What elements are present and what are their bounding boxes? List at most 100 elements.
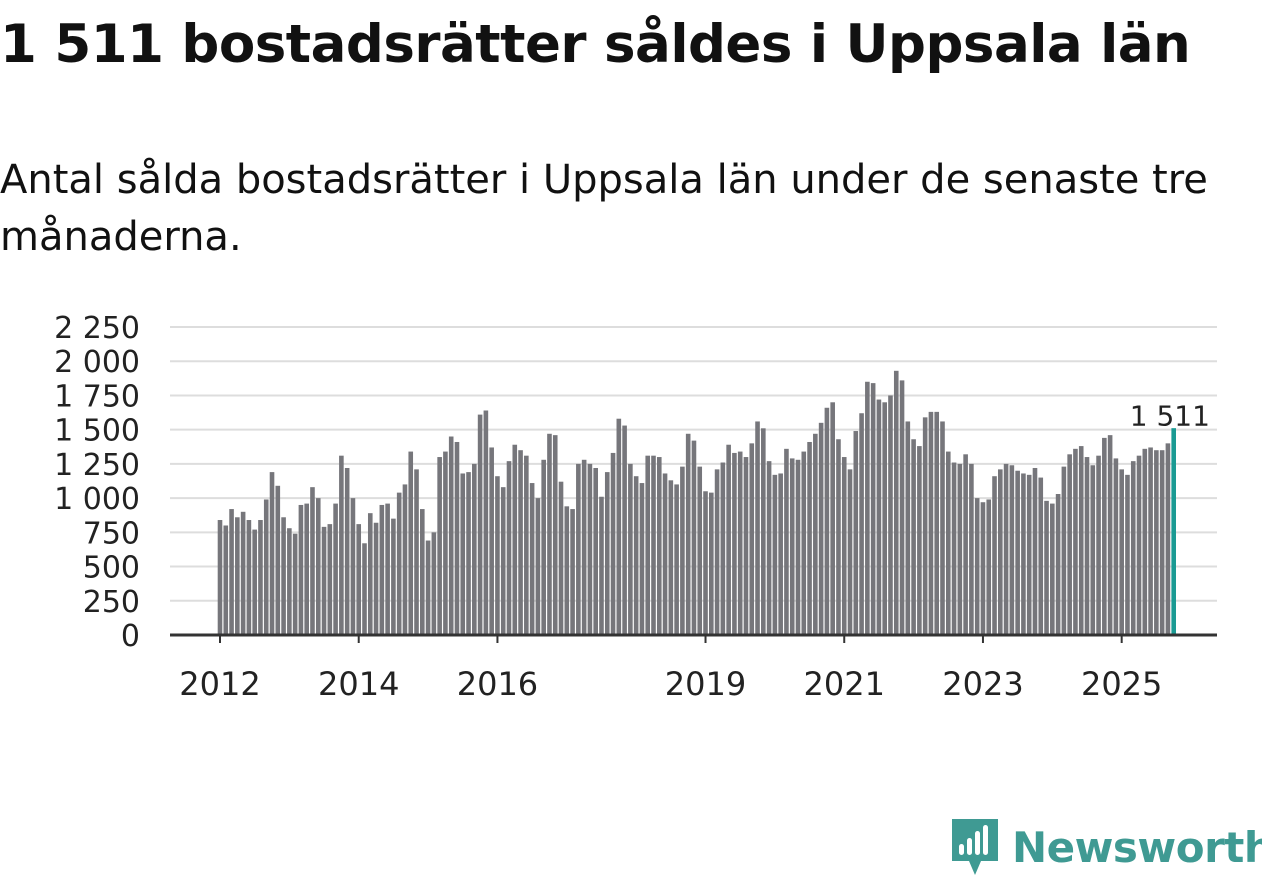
bar [922, 417, 928, 635]
bar [1003, 463, 1009, 635]
bar [1125, 474, 1130, 635]
bar [1159, 450, 1165, 635]
x-tick-label: 2019 [665, 665, 746, 703]
x-tick-label: 2016 [457, 665, 538, 703]
bar [437, 457, 442, 635]
bar [367, 513, 373, 635]
bar [454, 441, 460, 635]
bar [385, 503, 390, 635]
bar [1090, 465, 1096, 635]
newsworthy-logo[interactable]: Newsworthy [950, 817, 1262, 877]
bar [934, 411, 940, 635]
bar [321, 526, 327, 635]
bar [472, 463, 477, 635]
bar [1148, 447, 1153, 635]
bar [957, 463, 963, 635]
bar [697, 466, 703, 635]
bar [500, 487, 506, 635]
bar [645, 455, 651, 635]
bar [1021, 473, 1026, 635]
bar [778, 473, 783, 635]
bar [431, 532, 437, 635]
bar [680, 466, 685, 635]
bar [951, 462, 957, 635]
bar [795, 459, 801, 635]
bar [749, 443, 755, 635]
bar [1096, 455, 1101, 635]
bar [269, 472, 275, 635]
bar [622, 425, 627, 635]
bar [1078, 446, 1084, 635]
bar [633, 476, 639, 635]
bar [945, 451, 951, 635]
last-value-label: 1 511 [1130, 399, 1210, 432]
bar [443, 451, 448, 635]
bar [893, 370, 899, 635]
y-tick-label: 250 [83, 585, 140, 620]
bar [1171, 428, 1176, 635]
bar [339, 455, 344, 635]
bar [240, 511, 246, 635]
bar [570, 509, 575, 635]
x-tick-label: 2012 [179, 665, 260, 703]
bar [564, 506, 570, 635]
bar [477, 414, 483, 635]
bar [876, 399, 882, 635]
bar [714, 469, 720, 635]
bar [662, 473, 668, 635]
bar [263, 499, 269, 635]
bar [576, 463, 581, 635]
bar [703, 491, 708, 635]
bar [379, 504, 385, 635]
bar [691, 440, 697, 635]
y-tick-label: 500 [83, 551, 140, 586]
bar [356, 524, 362, 635]
bar [604, 472, 610, 635]
bar [1026, 474, 1032, 635]
bar [558, 481, 564, 635]
bar [656, 457, 662, 635]
y-tick-label: 1 500 [54, 414, 140, 449]
bar [610, 452, 616, 635]
bar [818, 422, 824, 635]
bar [391, 518, 396, 635]
bar [737, 451, 743, 635]
bar [911, 439, 916, 635]
annotation: 1 511 [1130, 399, 1210, 432]
bar [836, 439, 841, 635]
bar [674, 484, 679, 635]
bar [489, 447, 494, 635]
bar [258, 520, 263, 635]
bar [414, 469, 419, 635]
bar [408, 451, 414, 635]
bar [1055, 494, 1061, 635]
bar [1044, 500, 1049, 635]
bar [720, 462, 726, 635]
bar [362, 543, 367, 635]
bar [998, 469, 1003, 635]
x-tick-label: 2025 [1081, 665, 1162, 703]
x-axis-labels: 2012 2014 2016 2019 2021 2023 2025 [179, 635, 1162, 703]
bar [344, 467, 350, 635]
bar [420, 509, 425, 635]
bar [373, 522, 379, 635]
y-tick-label: 2 000 [54, 345, 140, 380]
newsworthy-logo-icon [952, 819, 998, 875]
bar [1038, 477, 1044, 635]
bar [1142, 448, 1148, 635]
bar [1084, 457, 1090, 635]
bar [865, 381, 870, 635]
bar [1073, 448, 1078, 635]
bar [402, 484, 408, 635]
bar [853, 431, 859, 635]
bar [1107, 435, 1113, 635]
bar [315, 498, 321, 635]
bar [974, 498, 980, 635]
bar [217, 520, 223, 635]
y-tick-label: 0 [121, 619, 140, 654]
x-tick-label: 2021 [804, 665, 885, 703]
bar [651, 455, 656, 635]
newsworthy-logo-text: Newsworthy [1012, 822, 1262, 872]
bar [275, 485, 281, 635]
bar [1165, 443, 1171, 635]
